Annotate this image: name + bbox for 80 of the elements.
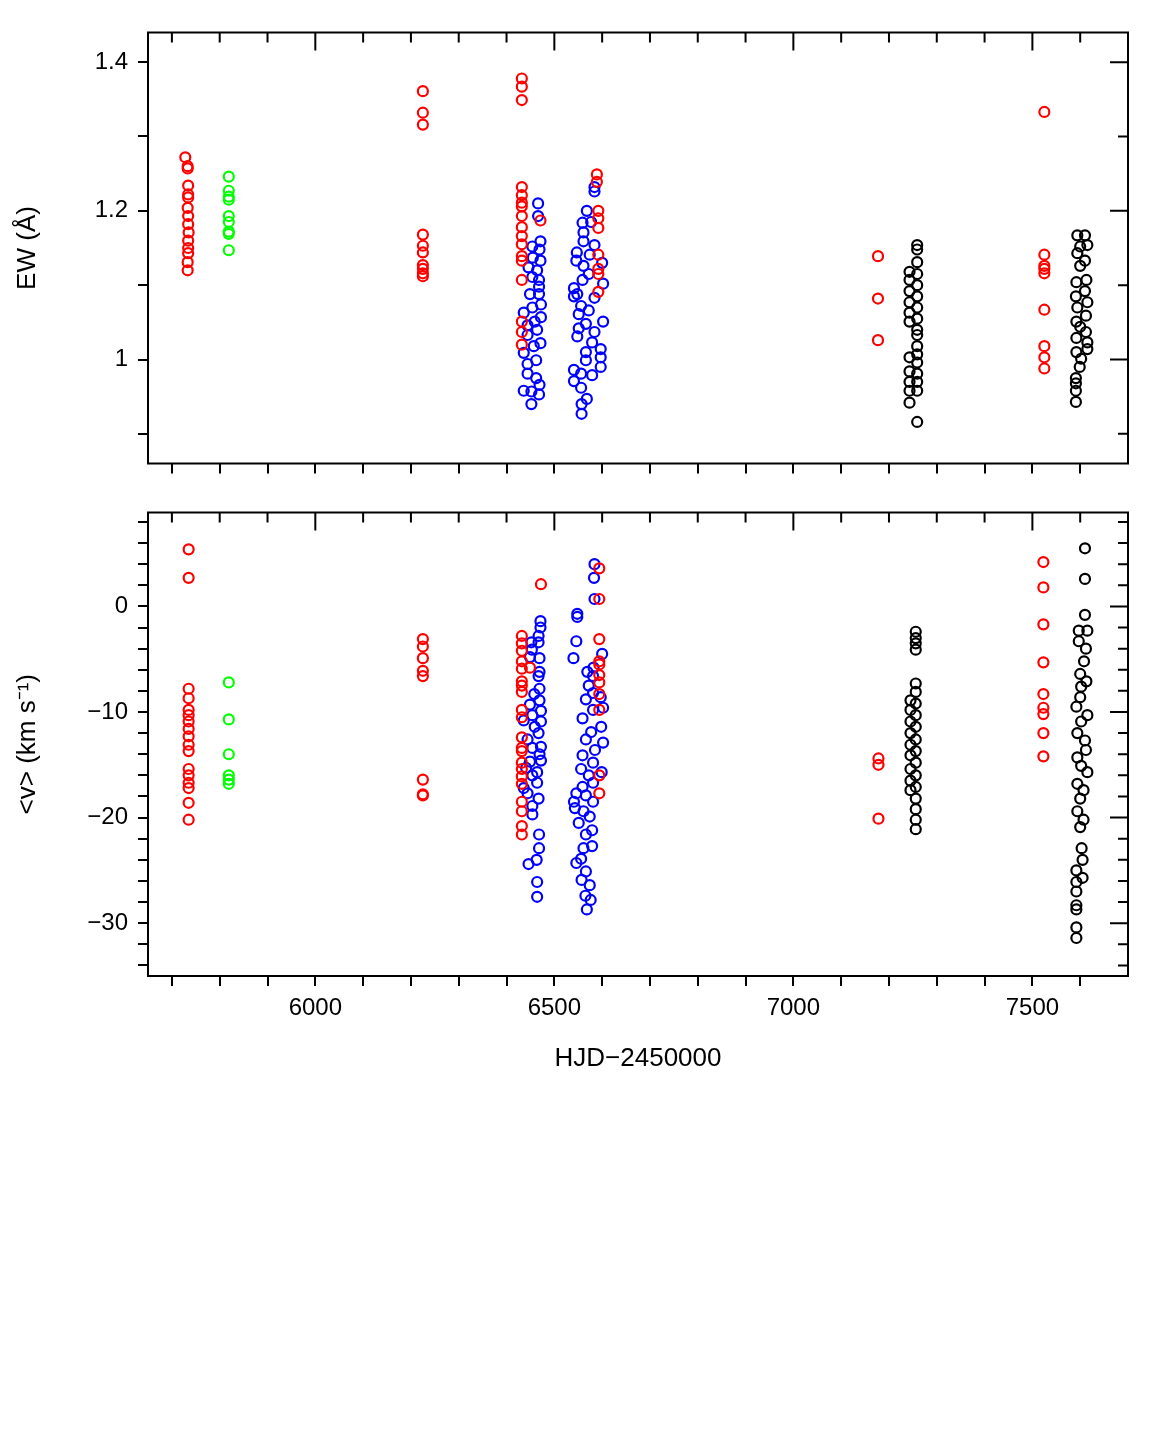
point	[911, 323, 924, 336]
point	[903, 315, 916, 328]
point	[222, 773, 235, 786]
point	[903, 396, 916, 409]
point	[911, 290, 924, 303]
point	[911, 256, 924, 269]
point	[1081, 296, 1094, 309]
point	[1074, 259, 1087, 272]
point	[1071, 301, 1084, 314]
point	[911, 328, 924, 342]
x-axis-title: HJD−2450000	[554, 1041, 722, 1072]
point	[1071, 247, 1084, 260]
point	[222, 777, 235, 790]
point	[911, 356, 924, 369]
point	[911, 375, 924, 388]
point	[222, 244, 235, 257]
point	[222, 713, 235, 726]
point	[903, 351, 916, 364]
point	[911, 384, 924, 397]
point	[1081, 238, 1094, 252]
point	[222, 769, 235, 782]
point	[911, 279, 924, 292]
point	[1070, 315, 1083, 328]
point	[1069, 384, 1082, 397]
point	[1075, 352, 1088, 365]
point	[222, 676, 235, 689]
y-tick-label: 1.2	[94, 195, 128, 223]
point	[903, 273, 916, 287]
point	[1069, 372, 1082, 385]
y-axis-title: EW (Å)	[10, 206, 41, 290]
point	[903, 306, 916, 319]
point	[911, 267, 924, 281]
point	[1079, 325, 1093, 339]
x-tick-label: 7500	[1005, 993, 1060, 1021]
point	[1070, 276, 1083, 289]
point	[903, 265, 916, 278]
point	[1070, 345, 1083, 359]
point	[1071, 229, 1084, 242]
x-tick-label: 7000	[766, 993, 821, 1021]
point	[1069, 395, 1082, 408]
point	[1080, 273, 1093, 287]
point	[1069, 290, 1082, 303]
point	[222, 215, 235, 229]
point	[903, 296, 916, 309]
point	[903, 285, 916, 298]
point	[1078, 229, 1092, 242]
y-tick-label: −10	[87, 696, 128, 724]
point	[222, 209, 235, 223]
y-tick-label: 0	[114, 591, 128, 619]
point	[911, 340, 924, 353]
x-tick-label: 6500	[527, 993, 582, 1021]
y-axis-title: <v> (km s⁻¹)	[10, 673, 41, 815]
point	[911, 243, 924, 256]
y-tick-label: −30	[87, 907, 128, 935]
point	[1069, 377, 1082, 390]
point	[1074, 240, 1087, 253]
y-tick-label: 1.4	[94, 46, 128, 74]
point	[1073, 360, 1086, 374]
point	[911, 348, 924, 361]
point	[903, 375, 916, 388]
point	[911, 301, 924, 314]
point	[911, 312, 924, 325]
point	[1078, 254, 1092, 267]
point	[911, 415, 924, 429]
point	[903, 384, 916, 397]
point	[1079, 309, 1093, 322]
point	[222, 170, 235, 183]
point	[1081, 343, 1094, 356]
point	[911, 238, 924, 252]
y-tick-label: 1	[114, 344, 128, 372]
point	[1081, 336, 1094, 349]
x-tick-label: 6000	[288, 993, 343, 1021]
point	[1070, 331, 1083, 345]
point	[1078, 285, 1092, 298]
point	[911, 367, 924, 380]
point	[222, 184, 235, 197]
point	[222, 748, 235, 761]
point	[1074, 320, 1087, 333]
point	[903, 365, 916, 378]
y-tick-label: −20	[87, 802, 128, 830]
